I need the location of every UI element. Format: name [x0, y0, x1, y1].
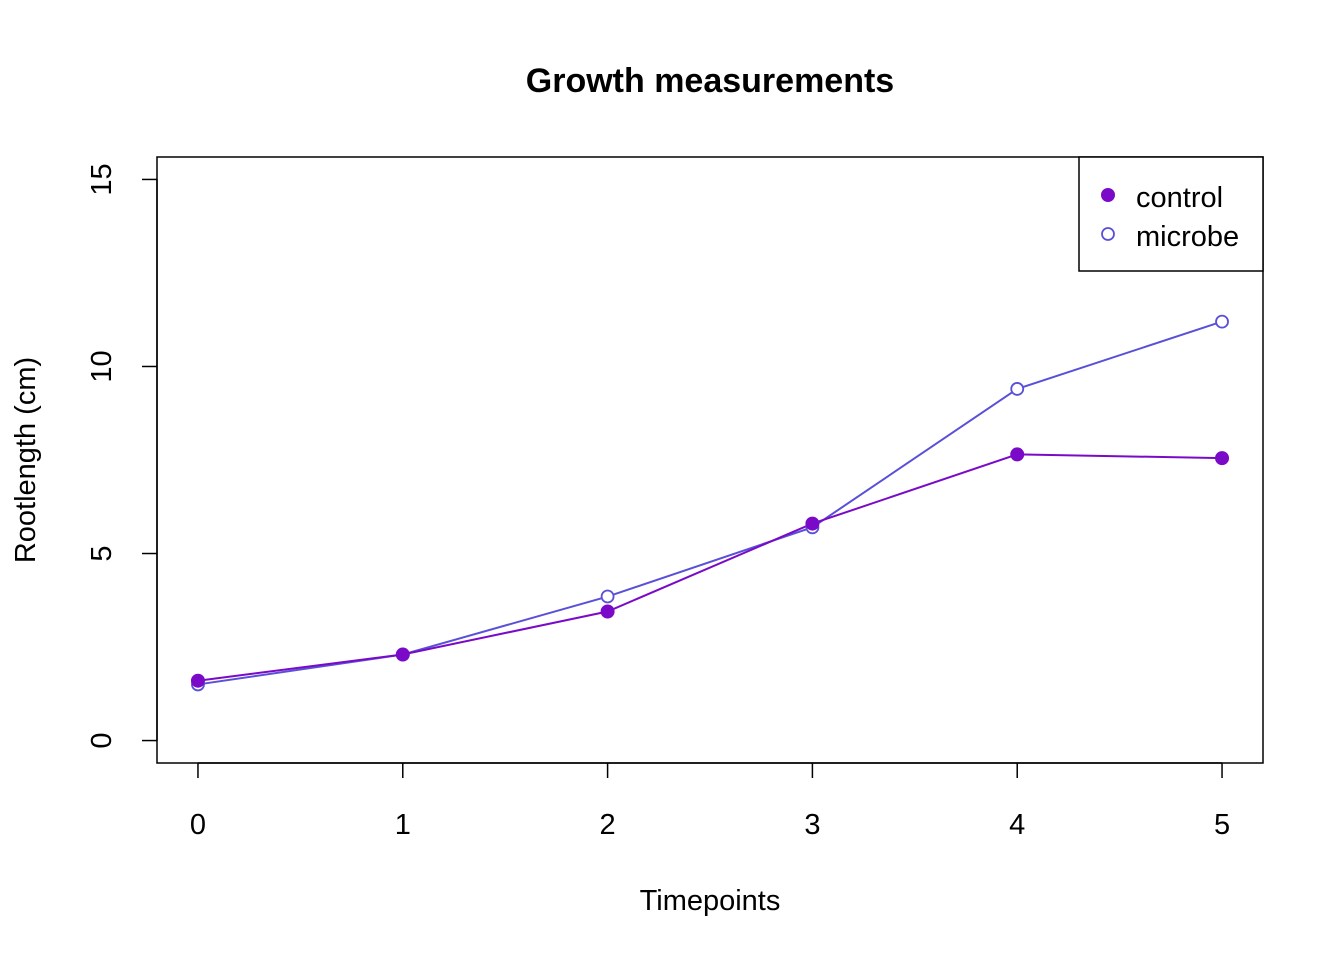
data-point-control [190, 673, 205, 688]
series-layer [190, 314, 1230, 692]
y-tick-label: 15 [86, 163, 118, 195]
legend-marker-control [1101, 188, 1115, 202]
y-tick-label: 5 [86, 545, 118, 561]
legend-label-microbe: microbe [1136, 221, 1239, 253]
y-axis-label: Rootlength (cm) [10, 357, 42, 563]
chart-title: Growth measurements [526, 62, 894, 100]
series-line-control [197, 453, 1223, 682]
legend-marker-microbe [1101, 227, 1115, 241]
legend: control microbe [1078, 156, 1264, 272]
legend-label-control: control [1136, 182, 1223, 214]
data-point-microbe [1215, 314, 1229, 329]
x-tick-label: 4 [1009, 809, 1025, 841]
data-point-control [1215, 451, 1230, 466]
y-tick-label: 0 [86, 732, 118, 748]
x-tick-label: 0 [190, 809, 206, 841]
data-point-microbe [600, 589, 615, 604]
y-axis: 0 5 10 15 [86, 163, 158, 749]
x-tick-label: 1 [395, 809, 411, 841]
data-point-control [1010, 447, 1025, 462]
y-tick-label: 10 [86, 350, 118, 382]
data-point-control [395, 647, 410, 662]
series-line-microbe [197, 320, 1223, 686]
data-point-control [600, 604, 615, 619]
legend-box [1078, 156, 1264, 272]
x-tick-label: 5 [1214, 809, 1230, 841]
data-point-microbe [1010, 382, 1025, 396]
x-tick-label: 3 [804, 809, 820, 841]
data-point-control [805, 516, 820, 531]
x-axis: 0 1 2 3 4 5 [190, 762, 1230, 841]
x-axis-label: Timepoints [640, 885, 781, 917]
x-tick-label: 2 [600, 809, 616, 841]
